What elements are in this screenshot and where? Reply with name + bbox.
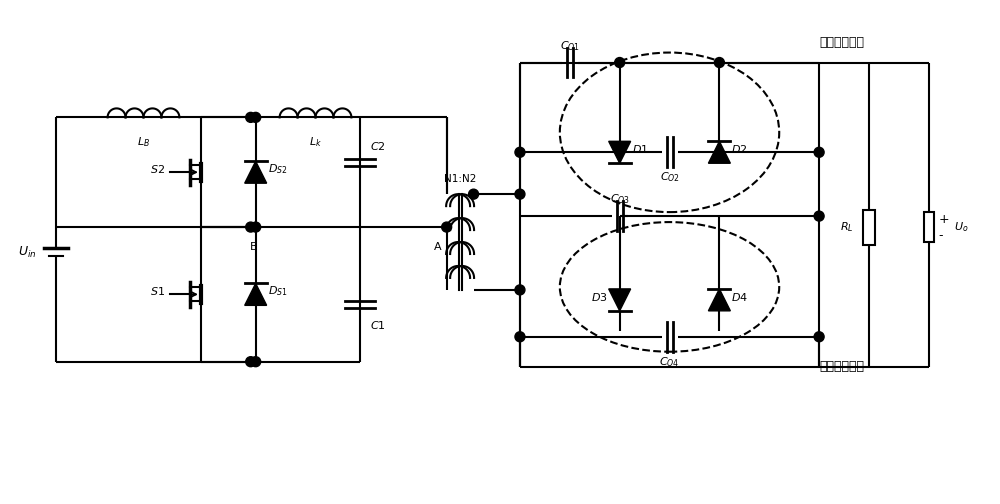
Circle shape <box>615 57 625 68</box>
Text: $D3$: $D3$ <box>591 291 608 303</box>
Text: $C_{O3}$: $C_{O3}$ <box>610 193 630 206</box>
Polygon shape <box>708 141 730 163</box>
Text: -: - <box>939 228 943 241</box>
Circle shape <box>515 332 525 342</box>
Text: $U_o$: $U_o$ <box>954 220 968 234</box>
Circle shape <box>515 285 525 295</box>
Polygon shape <box>245 283 267 305</box>
Circle shape <box>814 147 824 157</box>
Circle shape <box>251 357 261 367</box>
Circle shape <box>814 332 824 342</box>
Circle shape <box>814 211 824 221</box>
Bar <box>924 212 934 242</box>
Polygon shape <box>609 141 631 163</box>
Text: +: + <box>939 213 949 226</box>
Circle shape <box>515 147 525 157</box>
Text: $S2$: $S2$ <box>150 163 165 175</box>
Circle shape <box>469 189 479 199</box>
Circle shape <box>515 189 525 199</box>
Text: $S1$: $S1$ <box>150 285 165 297</box>
Circle shape <box>251 222 261 232</box>
Text: $D2$: $D2$ <box>731 143 748 155</box>
Text: 正向倍压整流: 正向倍压整流 <box>819 36 864 49</box>
Circle shape <box>714 57 724 68</box>
Polygon shape <box>609 289 631 311</box>
Circle shape <box>251 112 261 122</box>
Text: $C1$: $C1$ <box>370 320 386 331</box>
Polygon shape <box>245 161 267 183</box>
Text: $C_{O4}$: $C_{O4}$ <box>659 355 680 368</box>
Text: $L_k$: $L_k$ <box>309 136 322 149</box>
Text: $D_{S2}$: $D_{S2}$ <box>268 162 287 176</box>
Text: $C2$: $C2$ <box>370 140 386 152</box>
Text: N1:N2: N1:N2 <box>444 174 476 184</box>
Circle shape <box>246 357 256 367</box>
Circle shape <box>246 222 256 232</box>
Polygon shape <box>708 289 730 311</box>
Text: 负向倍压整流: 负向倍压整流 <box>819 360 864 373</box>
Text: $L_B$: $L_B$ <box>137 136 150 149</box>
Text: $R_L$: $R_L$ <box>840 220 854 234</box>
Text: B: B <box>250 242 257 252</box>
Circle shape <box>442 222 452 232</box>
Bar <box>863 210 875 244</box>
Text: A: A <box>434 242 442 252</box>
Text: $D1$: $D1$ <box>632 143 648 155</box>
Text: $D4$: $D4$ <box>731 291 748 303</box>
Text: $C_{O1}$: $C_{O1}$ <box>560 39 580 52</box>
Text: $D_{S1}$: $D_{S1}$ <box>268 284 287 298</box>
Circle shape <box>246 112 256 122</box>
Text: $U_{in}$: $U_{in}$ <box>18 244 36 260</box>
Text: $C_{O2}$: $C_{O2}$ <box>660 170 680 184</box>
